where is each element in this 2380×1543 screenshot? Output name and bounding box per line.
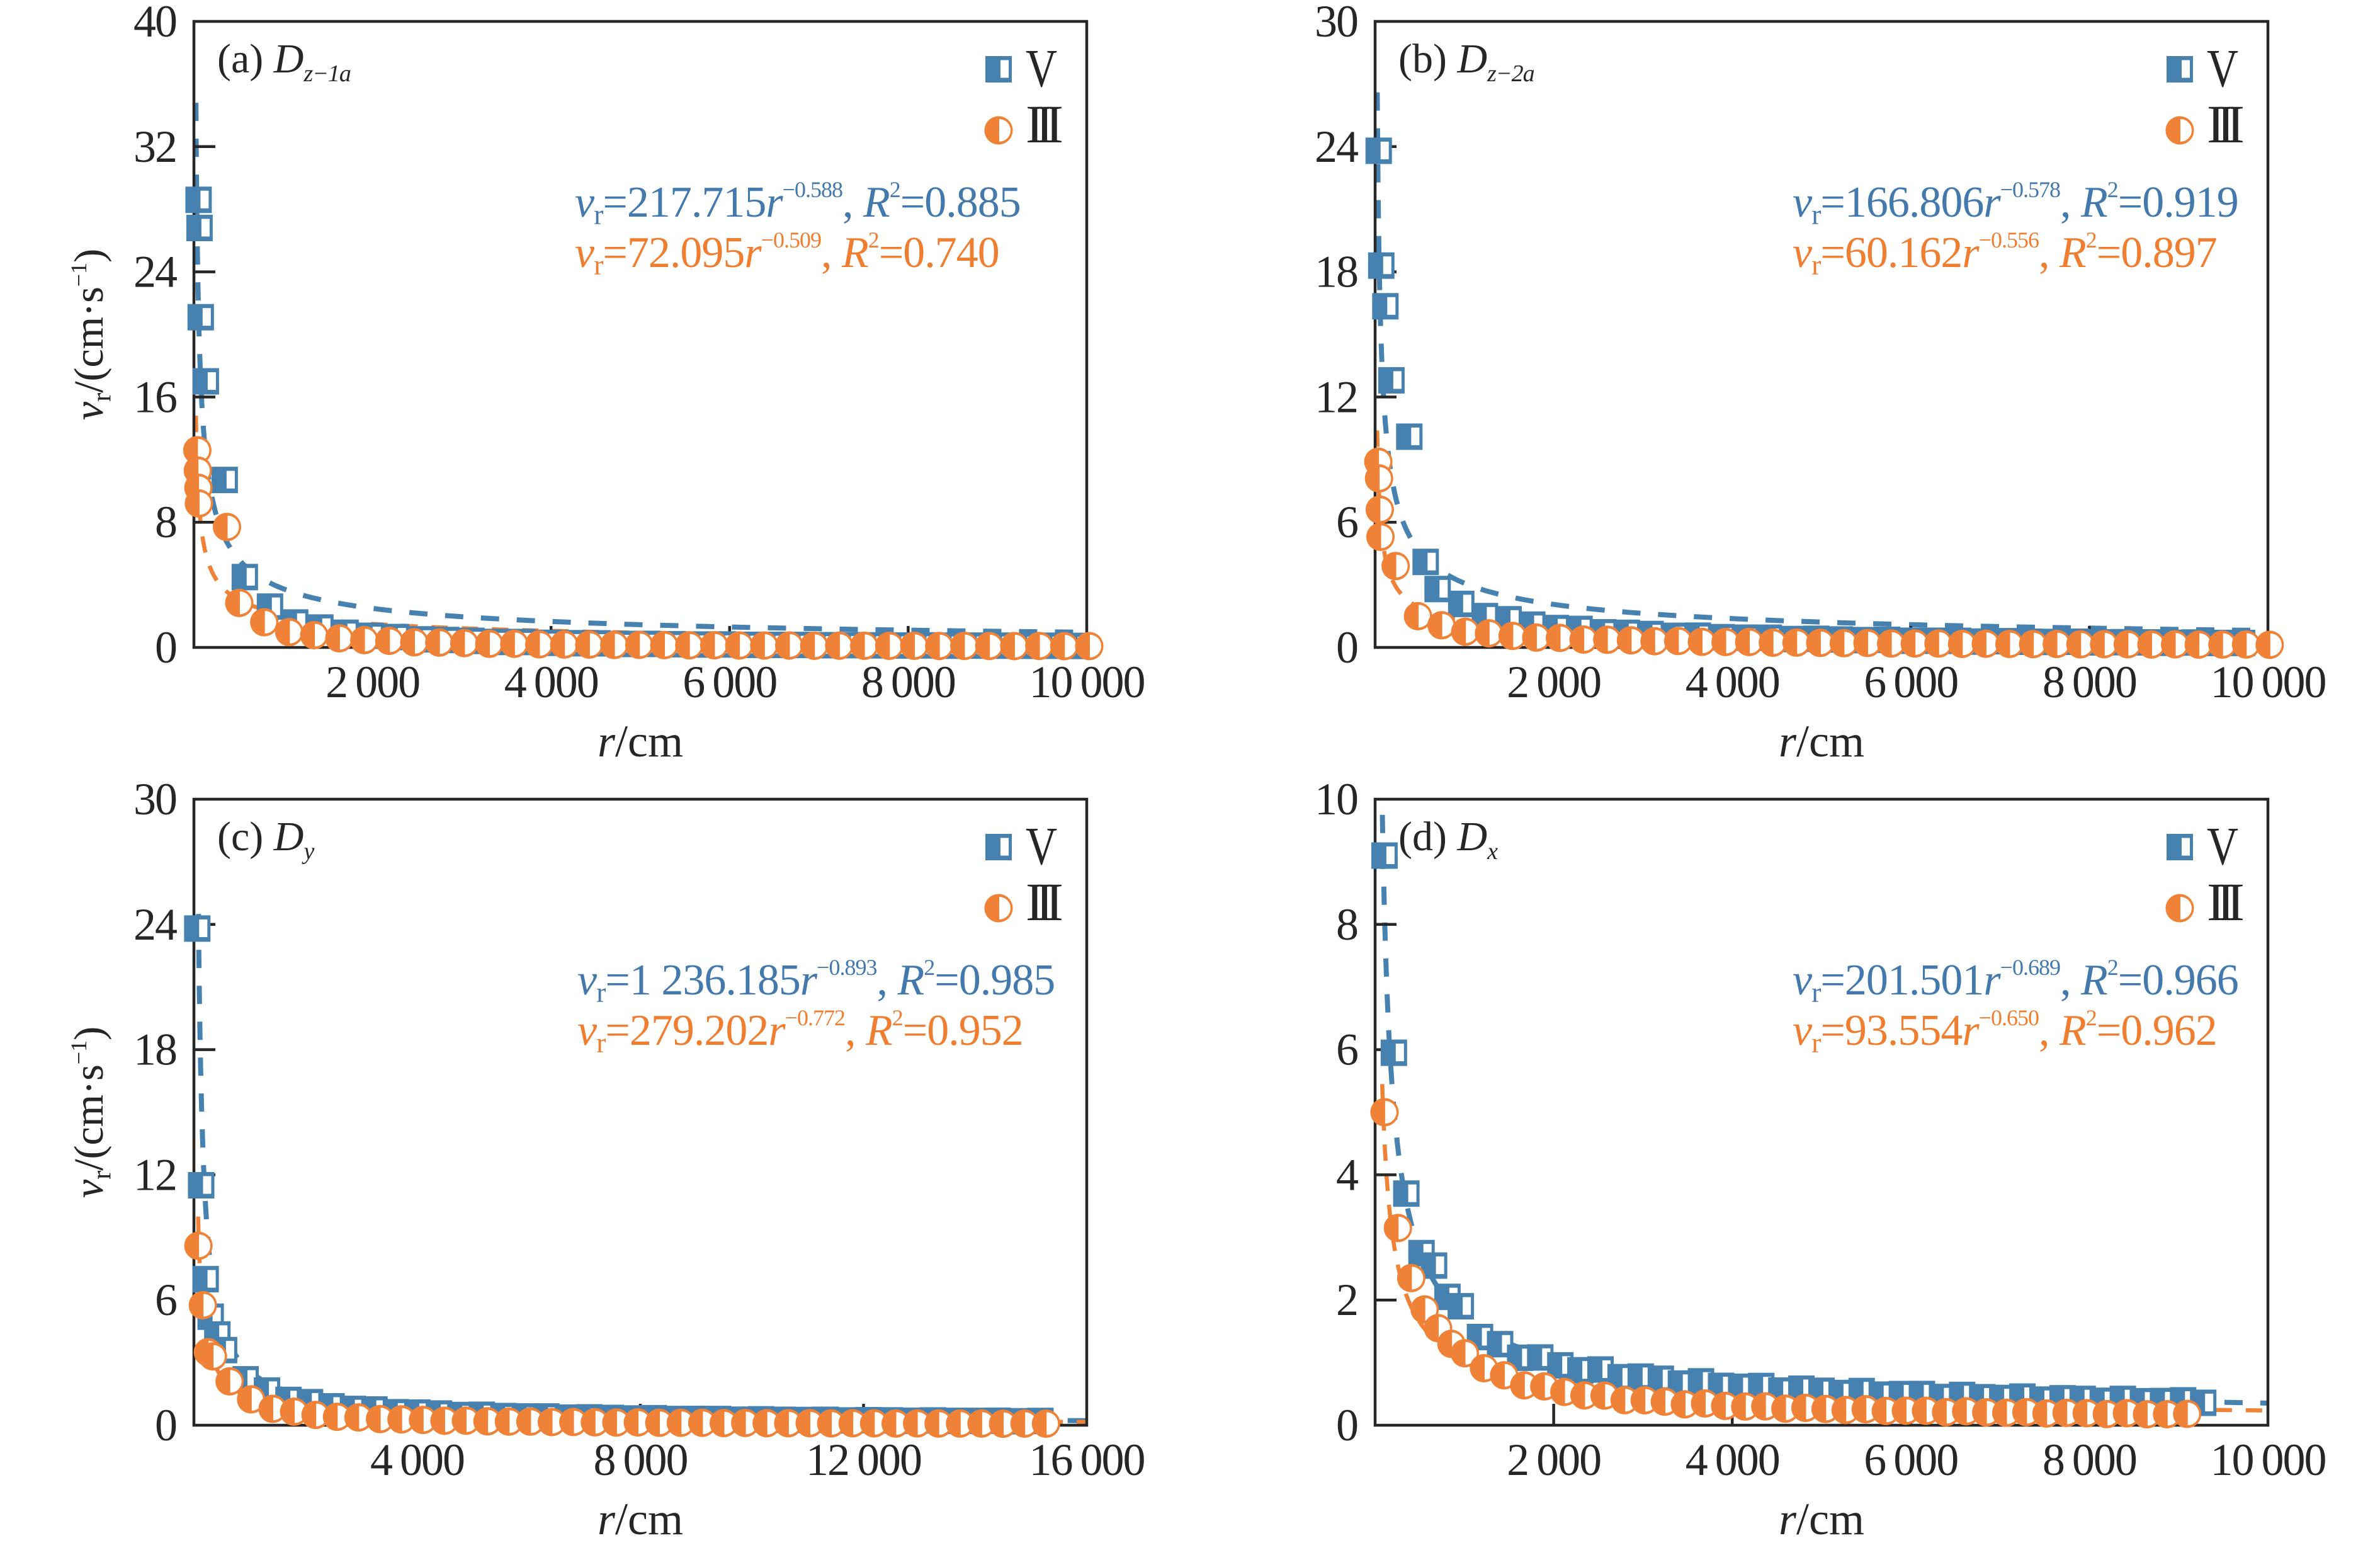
svg-text:r/cm: r/cm xyxy=(598,1494,683,1543)
svg-text:4: 4 xyxy=(1336,1149,1358,1200)
svg-text:0: 0 xyxy=(155,1400,176,1450)
svg-text:vr/(cm·s−1): vr/(cm·s−1) xyxy=(66,249,116,420)
svg-text:(c) Dy: (c) Dy xyxy=(217,814,314,865)
svg-text:24: 24 xyxy=(133,899,177,950)
svg-text:0: 0 xyxy=(1336,622,1357,673)
svg-text:8: 8 xyxy=(1336,899,1357,950)
svg-text:vr=1 236.185r−0.893, R2=0.985: vr=1 236.185r−0.893, R2=0.985 xyxy=(577,955,1055,1008)
svg-text:6: 6 xyxy=(1336,497,1357,547)
svg-text:vr/(cm·s−1): vr/(cm·s−1) xyxy=(66,1027,116,1198)
svg-text:vr=217.715r−0.588, R2=0.885: vr=217.715r−0.588, R2=0.885 xyxy=(575,177,1021,231)
svg-text:16: 16 xyxy=(133,372,176,422)
svg-text:40: 40 xyxy=(133,0,176,47)
svg-text:(d) Dx: (d) Dx xyxy=(1398,814,1498,865)
svg-text:vr=93.554r−0.650, R2=0.962: vr=93.554r−0.650, R2=0.962 xyxy=(1793,1005,2217,1059)
svg-text:vr=72.095r−0.509, R2=0.740: vr=72.095r−0.509, R2=0.740 xyxy=(575,227,999,281)
svg-text:vr/(cm·s−1): vr/(cm·s−1) xyxy=(66,249,116,420)
svg-text:vr=201.501r−0.689, R2=0.966: vr=201.501r−0.689, R2=0.966 xyxy=(1793,955,2238,1008)
svg-text:vr=166.806r−0.578, R2=0.919: vr=166.806r−0.578, R2=0.919 xyxy=(1793,177,2238,231)
svg-text:V: V xyxy=(2207,816,2238,876)
svg-text:30: 30 xyxy=(1315,0,1357,47)
svg-text:2: 2 xyxy=(1336,1275,1357,1325)
svg-text:r/cm: r/cm xyxy=(598,716,683,766)
svg-text:r/cm: r/cm xyxy=(1779,716,1864,766)
svg-text:(b) Dz−2a: (b) Dz−2a xyxy=(1398,36,1534,87)
svg-text:V: V xyxy=(2207,38,2238,98)
svg-text:vr=60.162r−0.556, R2=0.897: vr=60.162r−0.556, R2=0.897 xyxy=(1793,227,2217,281)
svg-text:0: 0 xyxy=(1336,1400,1357,1450)
svg-text:0: 0 xyxy=(155,622,176,673)
svg-text:V: V xyxy=(1026,816,1057,876)
svg-text:V: V xyxy=(1026,38,1057,98)
svg-text:10: 10 xyxy=(1315,774,1357,824)
svg-text:30: 30 xyxy=(133,774,176,824)
svg-text:vr=279.202r−0.772, R2=0.952: vr=279.202r−0.772, R2=0.952 xyxy=(577,1005,1023,1059)
svg-text:12: 12 xyxy=(133,1149,176,1200)
svg-text:r/cm: r/cm xyxy=(1779,1494,1864,1543)
svg-text:8: 8 xyxy=(155,497,176,547)
svg-text:18: 18 xyxy=(133,1025,176,1075)
svg-text:vr/(cm·s−1): vr/(cm·s−1) xyxy=(66,1027,116,1198)
svg-text:18: 18 xyxy=(1315,247,1357,297)
svg-text:12: 12 xyxy=(1315,372,1357,422)
svg-text:(a) Dz−1a: (a) Dz−1a xyxy=(217,36,351,87)
svg-text:24: 24 xyxy=(1315,122,1358,172)
svg-text:24: 24 xyxy=(133,247,177,297)
svg-text:6: 6 xyxy=(1336,1025,1357,1075)
svg-text:32: 32 xyxy=(133,122,176,172)
svg-text:6: 6 xyxy=(155,1275,176,1325)
